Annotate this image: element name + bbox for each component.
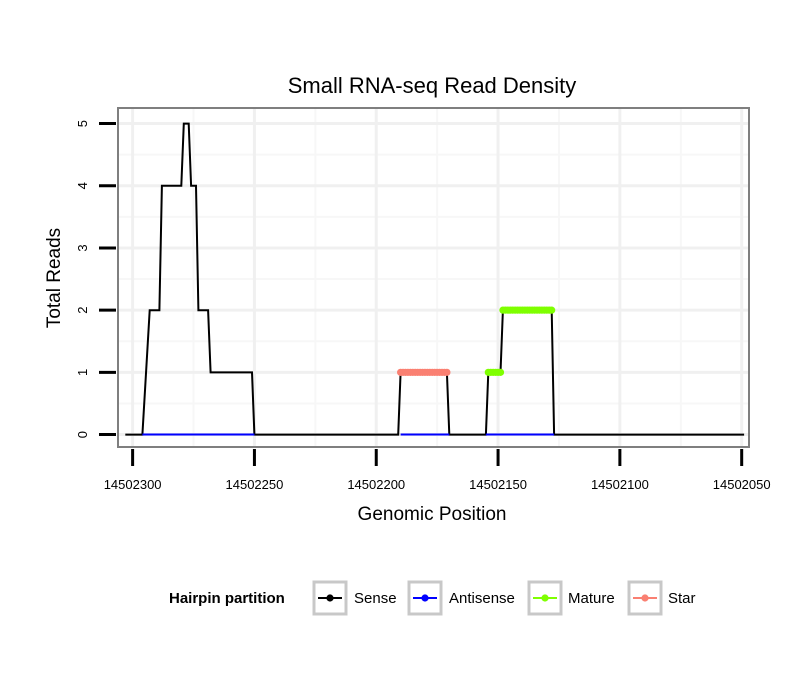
legend-dot-antisense [421,594,429,602]
x-tick-label: 14502300 [104,477,162,492]
x-tick-label: 14502050 [713,477,771,492]
x-axis-title: Genomic Position [358,504,507,525]
x-tick-label: 14502150 [469,477,527,492]
plot-frame [117,107,750,448]
legend-dot-star [641,594,649,602]
y-tick-label: 0 [75,431,90,438]
x-tick-label: 14502200 [347,477,405,492]
legend-dot-sense [326,594,334,602]
legend: Hairpin partition Sense Antisense Mature St… [169,580,696,616]
x-tick-label: 14502250 [226,477,284,492]
y-tick-label: 4 [75,182,90,189]
y-tick-label: 2 [75,307,90,314]
y-tick-label: 5 [75,120,90,127]
star-point [443,368,451,376]
x-axis: 14502300 14502250 14502200 14502150 14502100… [104,449,771,492]
chart-title: Small RNA-seq Read Density [288,73,577,98]
legend-title: Hairpin partition [169,590,285,607]
points-layer [397,306,556,376]
y-axis: 0 1 2 3 4 5 [75,120,116,438]
minor-gridlines [118,108,749,447]
mature-point [496,368,505,376]
mature-point [548,306,556,314]
legend-dot-mature [541,594,549,602]
plot-background [118,108,749,447]
legend-label-sense: Sense [354,590,397,607]
x-tick-label: 14502100 [591,477,649,492]
legend-label-antisense: Antisense [449,590,515,607]
y-tick-label: 3 [75,244,90,251]
legend-label-mature: Mature [568,590,615,607]
y-tick-label: 1 [75,369,90,376]
y-axis-title: Total Reads [44,228,65,328]
plot-border [117,107,750,448]
legend-label-star: Star [668,590,696,607]
plot-panel [118,108,749,447]
